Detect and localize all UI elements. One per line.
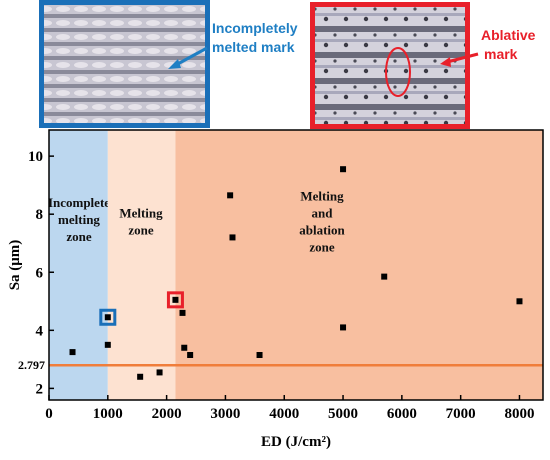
data-point (172, 296, 179, 303)
x-tick-label: 3000 (210, 406, 240, 422)
inset-left-arrowhead (168, 59, 181, 69)
x-axis-label: ED (J/cm²) (261, 434, 331, 450)
data-point (516, 298, 523, 305)
x-tick-label: 7000 (446, 406, 476, 422)
y-tick-label: 8 (36, 207, 44, 223)
x-tick-label: 8000 (504, 406, 534, 422)
data-point (104, 314, 111, 321)
x-tick-label: 6000 (387, 406, 417, 422)
inset-right-arrow (446, 52, 479, 64)
y-axis: 2 4 6 8 10 (28, 149, 54, 397)
x-tick-label: 1000 (93, 406, 123, 422)
data-point (340, 166, 347, 173)
data-point (187, 352, 194, 358)
inset-right-note-line2: mark (484, 46, 518, 62)
plot-frame (48, 129, 544, 401)
inset-right-arrowhead (440, 57, 451, 67)
zone-2-label-line: Melting (119, 206, 163, 221)
inset-left-note-line1: Incompletely (212, 20, 298, 36)
zone-3-label-line: and (312, 206, 334, 221)
inset-left (39, 0, 210, 128)
zone-3-label-line: Melting (300, 189, 344, 204)
inset-left-note-line2: melted mark (212, 39, 295, 55)
x-axis: 0 1000 2000 3000 4000 5000 6000 7000 8000 (45, 395, 534, 422)
zone-3-band (175, 130, 543, 400)
data-point (104, 341, 111, 348)
x-tick-label: 2000 (152, 406, 182, 422)
zone-3-label-line: ablation (299, 223, 345, 238)
data-point (156, 369, 163, 376)
zone-3-label-line: zone (309, 240, 335, 255)
zones-layer: Incomplete melting zone Melting zone Melting a… (48, 130, 543, 400)
inset-right-note-line1: Ablative (481, 27, 536, 43)
inset-right-circle-mark (385, 47, 411, 97)
y-tick-label: 6 (36, 265, 44, 281)
points-layer (69, 166, 523, 380)
inset-left-frame (39, 0, 210, 128)
inset-right-frame (310, 2, 470, 129)
x-tick-label: 4000 (269, 406, 299, 422)
x-tick-label: 0 (45, 406, 53, 422)
inset-left-arrow (173, 46, 208, 68)
y-axis-label: Sa (μm) (7, 240, 23, 291)
zone-1-label-line: zone (66, 229, 92, 244)
threshold-layer: 2.797 (18, 358, 543, 372)
data-point (137, 373, 144, 380)
data-point (256, 352, 263, 358)
data-point (181, 344, 188, 351)
threshold-label: 2.797 (18, 358, 45, 372)
y-tick-label: 10 (28, 149, 43, 165)
data-point (340, 324, 347, 331)
data-point (381, 273, 388, 280)
zone-2-label-line: zone (128, 223, 154, 238)
highlight-box (99, 308, 117, 326)
zone-1-band (49, 130, 108, 400)
y-tick-label: 4 (36, 323, 44, 339)
zone-1-label-line: Incomplete (48, 195, 110, 210)
data-point (227, 192, 234, 199)
x-tick-label: 5000 (328, 406, 358, 422)
data-point (179, 309, 186, 316)
inset-right (310, 2, 479, 129)
zone-1-label-line: melting (58, 212, 100, 227)
data-point (69, 349, 76, 356)
data-point (229, 234, 236, 241)
zone-2-band (107, 130, 176, 400)
highlight-box (166, 291, 184, 309)
y-tick-label: 2 (36, 381, 44, 397)
